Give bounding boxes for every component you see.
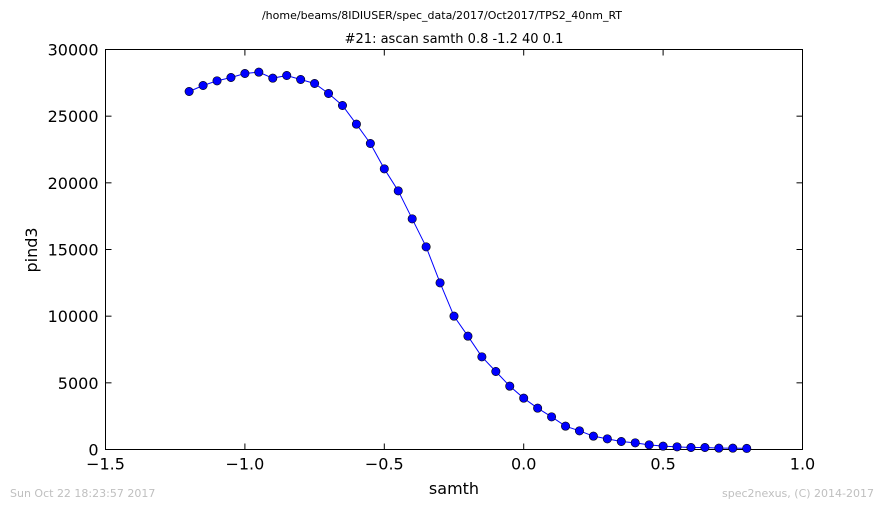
data-point (282, 71, 292, 81)
data-point (212, 76, 222, 86)
data-point (240, 69, 250, 79)
data-point (351, 119, 361, 129)
data-point (268, 73, 278, 83)
data-point (686, 442, 696, 452)
y-tick-label: 25000 (48, 107, 99, 126)
y-tick-label: 10000 (48, 307, 99, 326)
plot-frame (105, 49, 803, 450)
data-point (519, 393, 529, 403)
data-point (379, 164, 389, 174)
y-tick-label: 20000 (48, 174, 99, 193)
data-point (226, 73, 236, 83)
data-point (296, 75, 306, 85)
y-tick-label: 0 (88, 441, 98, 460)
data-point (198, 81, 208, 91)
data-point (672, 442, 682, 452)
figure-suptitle: /home/beams/8IDIUSER/spec_data/2017/Oct2… (261, 9, 623, 22)
data-point (547, 412, 557, 422)
x-tick-label: −0.5 (365, 455, 404, 474)
data-point (435, 278, 445, 288)
credit-footer: spec2nexus, (C) 2014-2017 (722, 487, 874, 500)
data-point (393, 186, 403, 196)
data-point (463, 331, 473, 341)
chart-title: #21: ascan samth 0.8 -1.2 40 0.1 (345, 32, 564, 47)
data-point (254, 67, 264, 77)
data-point (616, 436, 626, 446)
y-axis: 0 5000 10000 15000 20000 25000 30000 (48, 41, 803, 460)
x-axis-label: samth (429, 479, 479, 498)
data-point (310, 79, 320, 89)
y-tick-label: 15000 (48, 241, 99, 260)
data-point (658, 441, 668, 451)
data-point (644, 440, 654, 450)
data-point (365, 139, 375, 149)
x-tick-label: 1.0 (790, 455, 815, 474)
y-tick-label: 5000 (58, 374, 99, 393)
data-point (561, 421, 571, 431)
data-point (602, 434, 612, 444)
x-tick-label: −1.5 (86, 455, 125, 474)
data-point (588, 431, 598, 441)
data-point (421, 242, 431, 252)
x-tick-label: 0.5 (650, 455, 675, 474)
y-tick-label: 30000 (48, 41, 99, 60)
x-axis: −1.5 −1.0 −0.5 0.0 0.5 1.0 (86, 49, 815, 474)
data-point (505, 381, 515, 391)
data-point (533, 403, 543, 413)
data-point (700, 442, 710, 452)
data-point (184, 87, 194, 97)
data-point (491, 366, 501, 376)
x-tick-label: −1.0 (225, 455, 264, 474)
data-point (742, 443, 752, 453)
x-tick-label: 0.0 (511, 455, 536, 474)
data-point (337, 101, 347, 111)
data-point (449, 311, 459, 321)
timestamp-footer: Sun Oct 22 18:23:57 2017 (10, 487, 156, 500)
data-point (324, 89, 334, 99)
data-point (630, 438, 640, 448)
y-axis-label: pind3 (22, 227, 41, 272)
data-point (728, 443, 738, 453)
series-line (188, 71, 747, 449)
data-point (477, 352, 487, 362)
data-point (714, 443, 724, 453)
data-point (407, 214, 417, 224)
data-point (574, 426, 584, 436)
series-group (184, 67, 752, 453)
